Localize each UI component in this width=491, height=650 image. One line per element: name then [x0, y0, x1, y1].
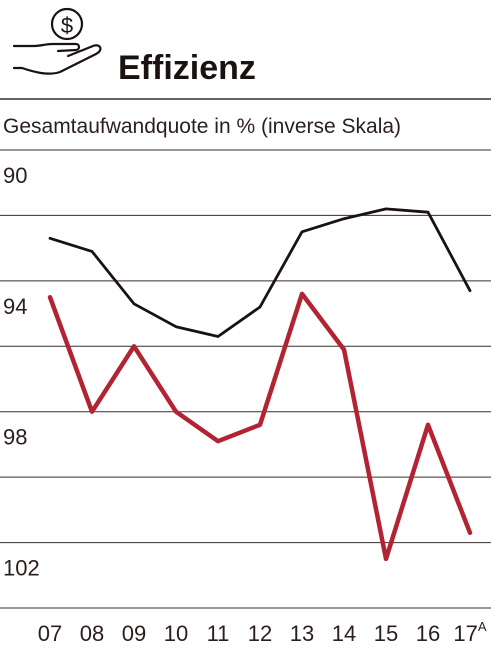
x-tick-label: 10 — [164, 621, 188, 646]
x-tick-label: 07 — [38, 621, 62, 646]
x-tick-label: 08 — [80, 621, 104, 646]
y-tick-label: 90 — [3, 163, 27, 188]
chart-subtitle: Gesamtaufwandquote in % (inverse Skala) — [3, 115, 401, 138]
x-tick-label: 11 — [207, 621, 230, 646]
x-tick-label: 13 — [290, 621, 314, 646]
y-tick-label: 102 — [3, 556, 40, 581]
series-line — [48, 207, 472, 338]
x-tick-label: 17A — [453, 619, 486, 646]
x-tick-label: 09 — [122, 621, 146, 646]
chart-title: Effizienz — [118, 49, 256, 87]
y-tick-label: 98 — [3, 425, 27, 450]
x-tick-label: 12 — [248, 621, 272, 646]
hand-holding-dollar-coin-icon: $ — [12, 7, 102, 75]
x-tick-label: 16 — [416, 621, 440, 646]
y-tick-label: 94 — [3, 294, 27, 319]
svg-text:$: $ — [61, 13, 73, 38]
x-tick-label: 14 — [332, 621, 356, 646]
series-line — [47, 291, 473, 562]
x-tick-label: 15 — [374, 621, 398, 646]
